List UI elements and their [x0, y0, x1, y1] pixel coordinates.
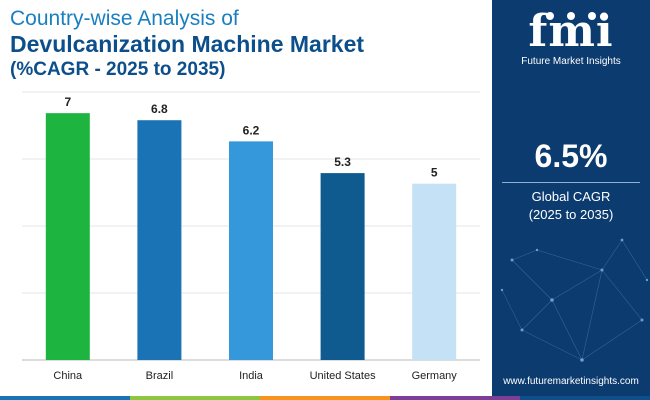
- title-line-3: (%CAGR - 2025 to 2035): [10, 59, 226, 80]
- title-line-1: Country-wise Analysis of: [10, 7, 239, 30]
- data-label: 5: [431, 166, 438, 180]
- logo-text: Future Market Insights: [521, 56, 621, 67]
- strip-segment: [390, 396, 520, 400]
- divider: [502, 182, 640, 183]
- data-label: 6.2: [243, 123, 260, 137]
- title-line-2: Devulcanization Machine Market: [10, 31, 365, 57]
- bar-brazil[interactable]: [137, 120, 182, 360]
- category-label: China: [53, 370, 83, 382]
- strip-segment: [130, 396, 260, 400]
- category-label: Brazil: [146, 370, 174, 382]
- bar-china[interactable]: [45, 113, 90, 360]
- strip-segment: [520, 396, 650, 400]
- chart-title: Country-wise Analysis of Devulcanization…: [10, 6, 480, 82]
- cagr-label-line-1: Global CAGR: [531, 189, 611, 204]
- network-graphic: [500, 238, 649, 362]
- category-label: United States: [310, 370, 377, 382]
- data-label: 7: [64, 95, 71, 109]
- category-label: India: [239, 370, 264, 382]
- bar-india[interactable]: [229, 141, 273, 360]
- data-label: 6.8: [151, 102, 168, 116]
- global-cagr-value: 6.5%: [534, 138, 608, 174]
- cagr-label-line-2: (2025 to 2035): [528, 207, 614, 222]
- bar-germany[interactable]: [412, 183, 457, 360]
- data-label: 5.3: [334, 155, 351, 169]
- bar-united-states[interactable]: [320, 173, 365, 360]
- summary-panel: fmi Future Market Insights 6.5% Global C…: [492, 0, 650, 400]
- fmi-logo: fmi Future Market Insights: [492, 6, 650, 67]
- strip-segment: [260, 396, 390, 400]
- website-link[interactable]: www.futuremarketinsights.com: [503, 376, 639, 387]
- bar-chart: 7 China 6.8 Brazil 6.2 India 5.3 United States 5…: [22, 91, 480, 382]
- bottom-color-strip: [0, 396, 650, 400]
- global-cagr-label: Global CAGR (2025 to 2035): [492, 188, 650, 224]
- strip-segment: [0, 396, 130, 400]
- category-label: Germany: [412, 370, 458, 382]
- logo-decoration-icon: [546, 12, 596, 20]
